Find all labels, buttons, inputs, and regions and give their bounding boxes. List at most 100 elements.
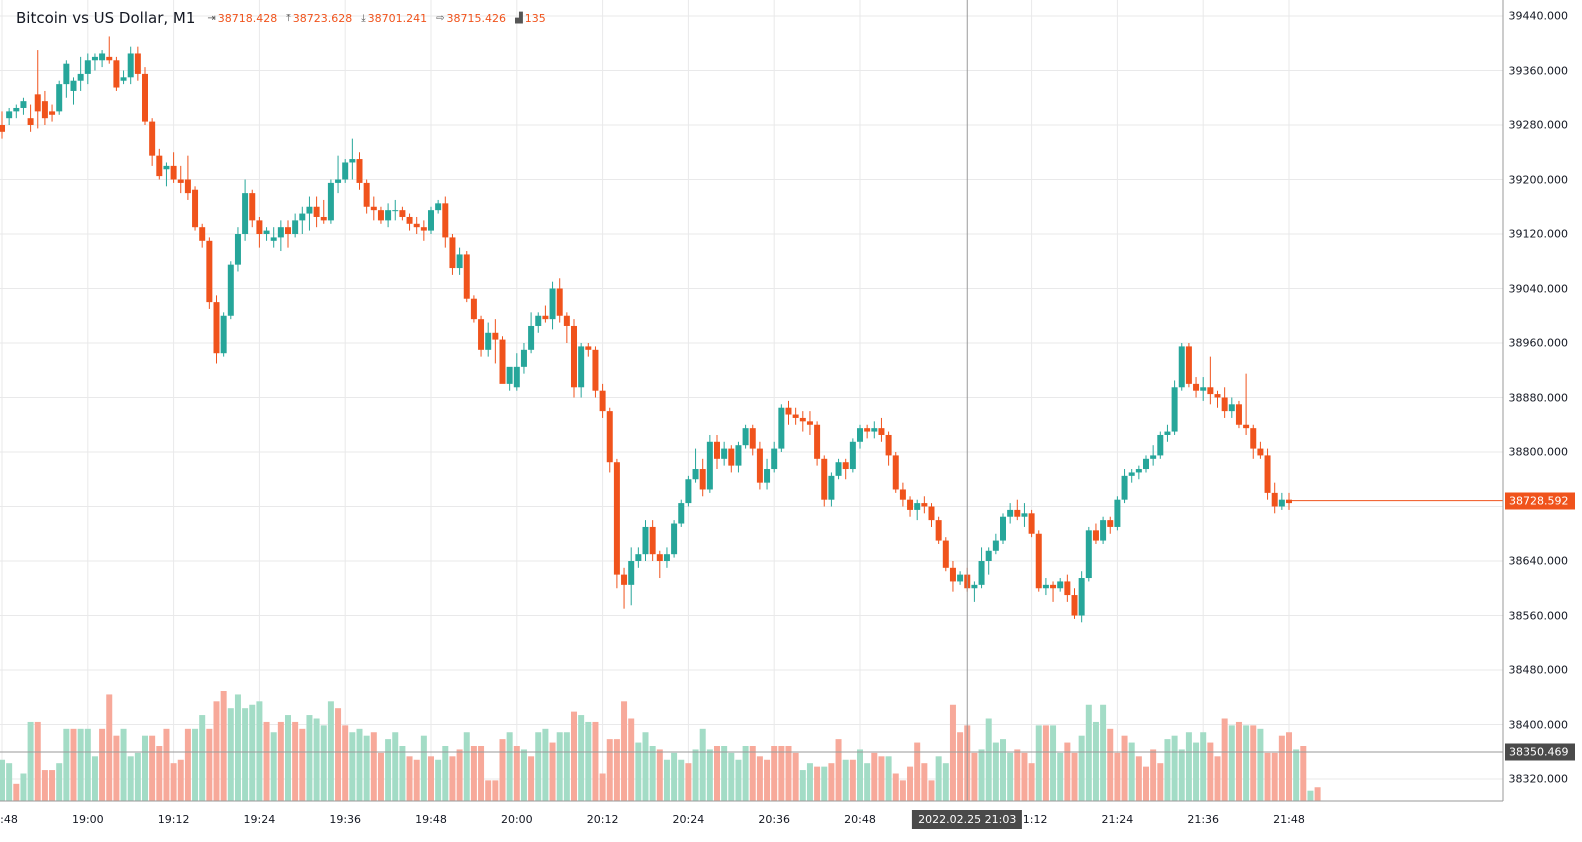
volume-bar (370, 732, 377, 801)
volume-bar (714, 746, 720, 801)
candle-body (714, 441, 720, 459)
volume-bar (184, 728, 191, 801)
candle (91, 53, 98, 71)
ohlc-open: ⇥ 38718.428 (207, 12, 277, 25)
time-axis-label: 19:36 (329, 813, 362, 826)
volume-bar (778, 746, 785, 801)
candle (292, 213, 299, 238)
volume-bar (263, 721, 270, 801)
volume-bar (285, 715, 291, 801)
volume-bar (821, 766, 828, 801)
candle-body (1014, 509, 1021, 517)
candle (127, 46, 134, 85)
volume-bar (978, 749, 985, 801)
candle (578, 343, 585, 398)
candle-body (892, 455, 899, 490)
candle-body (1243, 424, 1250, 429)
candle-body (1250, 428, 1257, 449)
candle (563, 312, 570, 343)
volume-bar (742, 746, 749, 801)
candle-body (113, 60, 120, 88)
candle-body (621, 574, 628, 585)
candle (435, 199, 442, 214)
time-axis-label: 19:24 (243, 813, 276, 826)
volume-bar (1307, 790, 1314, 801)
candle-body (914, 503, 921, 510)
candle (928, 503, 935, 527)
ohlc-open-value: 38718.428 (217, 11, 278, 25)
candle-body (34, 94, 41, 112)
volume-bar (814, 766, 821, 801)
time-axis-label: 20:00 (500, 813, 533, 826)
candle (106, 36, 113, 64)
volume-bar (249, 704, 256, 801)
volume-bar (799, 770, 806, 801)
candle-body (349, 159, 356, 163)
candle-body (20, 101, 27, 108)
candle-body (1107, 520, 1114, 527)
volume-bar (492, 780, 499, 801)
candle (1257, 441, 1264, 459)
volume-bar (656, 749, 663, 801)
candle (84, 53, 91, 85)
candle-body (49, 111, 56, 115)
price-axis-label: 38880.000 (1508, 391, 1569, 404)
candle-body (849, 441, 856, 470)
candle (192, 186, 199, 231)
candle-body (1021, 513, 1028, 517)
candle-body (885, 434, 892, 456)
candle-body (606, 411, 613, 463)
volume-bar (706, 749, 713, 801)
candle (685, 475, 692, 507)
candle-body (399, 210, 406, 217)
candle-body (864, 428, 871, 432)
candle (256, 216, 263, 248)
volume-bar (1100, 704, 1107, 801)
candle (971, 581, 978, 602)
candle (406, 213, 413, 231)
volume-bar (20, 773, 27, 801)
candle-body (957, 574, 964, 582)
volume-bar (571, 711, 577, 801)
candle-body (356, 159, 363, 183)
volume-bar (792, 752, 799, 801)
ohlc-close-value: 38715.426 (446, 11, 507, 25)
candle-body (435, 203, 442, 211)
volume-bar (692, 749, 699, 801)
candle-body (1271, 492, 1278, 507)
symbol-title[interactable]: Bitcoin vs US Dollar, M1 (16, 9, 196, 27)
volume-bar (528, 756, 535, 801)
volume-bar (1107, 728, 1114, 801)
candle (628, 547, 635, 606)
volume-bar (113, 735, 120, 801)
candle-body (678, 503, 685, 524)
candle-body (120, 77, 127, 81)
candle-body (249, 193, 256, 221)
candle-body (1264, 455, 1271, 493)
candle (363, 179, 370, 214)
volume-bar (270, 732, 277, 801)
candle (1064, 574, 1071, 602)
volume-bar (592, 721, 599, 801)
volume-bar (56, 763, 63, 801)
ohlc-low-value: 38701.241 (367, 11, 428, 25)
candle (1228, 397, 1235, 418)
candle (478, 315, 485, 357)
volume-bar (1264, 752, 1271, 801)
volume-bar (277, 721, 284, 801)
volume-bar (385, 739, 392, 801)
candle-body (0, 125, 5, 132)
candle (249, 189, 256, 228)
candle (520, 343, 527, 374)
volume-bar (699, 728, 706, 801)
volume-bar (1128, 742, 1135, 801)
candle (1200, 377, 1207, 401)
ohlc-volume-value: 135 (524, 11, 546, 25)
candle (56, 80, 63, 115)
candle-body (663, 554, 670, 561)
candle-body (792, 414, 799, 418)
candle-body (192, 189, 199, 228)
volume-bar (413, 759, 420, 801)
candle-body (292, 220, 299, 234)
